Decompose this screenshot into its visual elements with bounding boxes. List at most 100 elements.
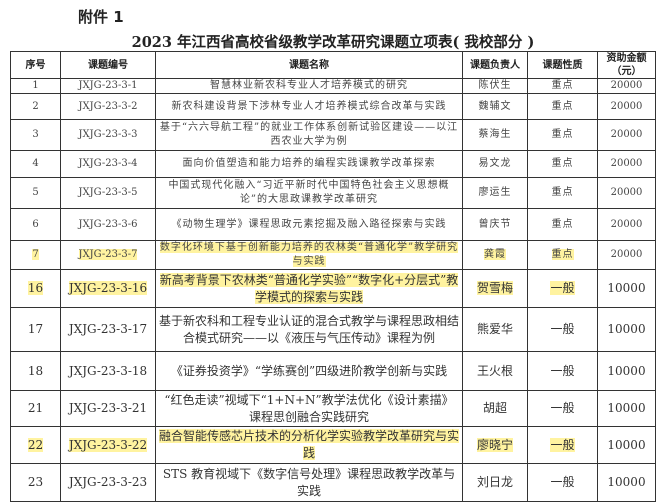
row-amount: 20000 xyxy=(597,119,656,151)
row-type-text: 重点 xyxy=(551,249,574,260)
row-name-text: “红色走读”视域下“1+N+N”教学法优化《设计素描》课程思创融合实践研究 xyxy=(164,392,454,424)
row-no-text: 5 xyxy=(32,187,39,198)
row-no-text: 3 xyxy=(32,129,39,140)
row-type: 一般 xyxy=(527,351,598,391)
row-leader-text: 魏辅文 xyxy=(478,100,512,112)
row-name: STS 教育视域下《数字信号处理》课程思政教学改革与实践 xyxy=(155,463,463,502)
row-code: JXJG-23-3-21 xyxy=(60,390,156,427)
row-code: JXJG-23-3-16 xyxy=(60,269,156,308)
row-amount-text: 20000 xyxy=(610,249,643,260)
row-leader: 熊爱华 xyxy=(462,307,528,352)
table-row: 6 JXJG-23-3-6 《动物生理学》课程思政元素挖掘及融入路径探索与实践 曾庆节… xyxy=(10,208,656,241)
row-amount: 10000 xyxy=(597,307,656,352)
row-name: 面向价值塑造和能力培养的编程实践课教学改革探索 xyxy=(155,150,463,178)
row-no: 4 xyxy=(10,150,61,178)
row-name-text: 数字化环境下基于创新能力培养的农林类“普通化学”教学研究与实践 xyxy=(159,242,459,267)
table-row: 17 JXJG-23-3-17 基于新农科和工程专业认证的混合式教学与课程思政相结合… xyxy=(10,307,656,352)
row-code: JXJG-23-3-7 xyxy=(60,240,156,270)
row-no: 1 xyxy=(10,78,61,94)
row-amount-text: 10000 xyxy=(607,281,646,296)
row-type-text: 一般 xyxy=(550,322,575,337)
row-code-text: JXJG-23-3-1 xyxy=(78,80,138,91)
row-no-text: 7 xyxy=(32,249,39,260)
project-table: 序号 课题编号 课题名称 课题负责人 课题性质 资助金额（元） 1 JXJG-23… xyxy=(10,51,656,502)
row-no-text: 21 xyxy=(27,401,44,416)
row-no-text: 18 xyxy=(27,363,44,378)
row-no: 21 xyxy=(10,390,61,427)
table-row: 16 JXJG-23-3-16 新高考背景下农林类“普通化学实验”“数字化+分层式”… xyxy=(10,269,656,308)
row-code-text: JXJG-23-3-22 xyxy=(68,437,148,452)
table-row: 22 JXJG-23-3-22 融合智能传感芯片技术的分析化学实验教学改革研究与实践… xyxy=(10,426,656,464)
row-leader: 廖晓宁 xyxy=(462,426,528,464)
row-no: 6 xyxy=(10,208,61,241)
row-amount-text: 10000 xyxy=(607,363,646,378)
row-no: 7 xyxy=(10,240,61,270)
row-leader-text: 廖运生 xyxy=(478,187,512,198)
row-type: 一般 xyxy=(527,463,598,502)
row-leader: 刘日龙 xyxy=(462,463,528,502)
row-leader: 魏辅文 xyxy=(462,93,528,120)
row-name-text: 中国式现代化融入“习近平新时代中国特色社会主义思想概论”的大思政课教学改革研究 xyxy=(168,180,450,205)
row-leader-text: 熊爱华 xyxy=(476,322,513,337)
row-no: 3 xyxy=(10,119,61,151)
row-type: 重点 xyxy=(527,240,598,270)
table-row: 2 JXJG-23-3-2 新农科建设背景下涉林专业人才培养模式综合改革与实践 魏辅文… xyxy=(10,93,656,120)
row-code-text: JXJG-23-3-16 xyxy=(68,281,148,296)
row-code-text: JXJG-23-3-2 xyxy=(78,100,138,112)
row-leader: 廖运生 xyxy=(462,177,528,209)
row-leader-text: 易文龙 xyxy=(478,158,512,169)
header-amount: 资助金额（元） xyxy=(597,51,656,79)
row-name: “红色走读”视域下“1+N+N”教学法优化《设计素描》课程思创融合实践研究 xyxy=(155,390,463,427)
row-name-text: 智慧林业新农科专业人才培养模式的研究 xyxy=(210,80,408,91)
row-name-text: 新高考背景下农林类“普通化学实验”“数字化+分层式”教学模式的探索与实践 xyxy=(159,272,459,304)
row-amount: 20000 xyxy=(597,240,656,270)
row-code-text: JXJG-23-3-23 xyxy=(68,475,148,490)
row-type: 重点 xyxy=(527,93,598,120)
row-code: JXJG-23-3-3 xyxy=(60,119,156,151)
table-row: 18 JXJG-23-3-18 《证券投资学》“学练赛创”四级进阶教学创新与实践 王火… xyxy=(10,351,656,391)
row-leader: 王火根 xyxy=(462,351,528,391)
row-type: 一般 xyxy=(527,269,598,308)
row-no-text: 22 xyxy=(27,437,44,452)
row-leader: 龚霞 xyxy=(462,240,528,270)
row-code: JXJG-23-3-17 xyxy=(60,307,156,352)
row-name-text: 基于新农科和工程专业认证的混合式教学与课程思政相结合模式研究——以《液压与气压传… xyxy=(159,313,460,345)
row-type: 重点 xyxy=(527,150,598,178)
row-code-text: JXJG-23-3-5 xyxy=(78,187,138,198)
row-amount-text: 20000 xyxy=(610,218,643,230)
row-type: 一般 xyxy=(527,426,598,464)
attachment-label: 附件 1 xyxy=(78,8,124,26)
row-type: 重点 xyxy=(527,177,598,209)
row-amount: 10000 xyxy=(597,390,656,427)
row-leader: 蔡海生 xyxy=(462,119,528,151)
header-leader: 课题负责人 xyxy=(462,51,528,79)
row-type-text: 一般 xyxy=(550,437,575,452)
row-name: 《动物生理学》课程思政元素挖掘及融入路径探索与实践 xyxy=(155,208,463,241)
row-leader: 胡超 xyxy=(462,390,528,427)
row-leader-text: 廖晓宁 xyxy=(476,437,513,452)
table-row: 3 JXJG-23-3-3 基于“六六导航工程”的就业工作体系创新试验区建设——以江… xyxy=(10,119,656,151)
row-no: 17 xyxy=(10,307,61,352)
row-type: 一般 xyxy=(527,307,598,352)
row-no: 5 xyxy=(10,177,61,209)
row-type-text: 一般 xyxy=(550,363,575,378)
row-name-text: 基于“六六导航工程”的就业工作体系创新试验区建设——以江西农业大学为例 xyxy=(159,122,459,147)
row-amount: 10000 xyxy=(597,351,656,391)
row-type-text: 重点 xyxy=(551,218,574,230)
header-code: 课题编号 xyxy=(60,51,156,79)
row-name: 融合智能传感芯片技术的分析化学实验教学改革研究与实践 xyxy=(155,426,463,464)
table-row: 1 JXJG-23-3-1 智慧林业新农科专业人才培养模式的研究 陈伏生 重点 20000 xyxy=(10,78,656,94)
table-row: 21 JXJG-23-3-21 “红色走读”视域下“1+N+N”教学法优化《设计素描… xyxy=(10,390,656,427)
row-code: JXJG-23-3-23 xyxy=(60,463,156,502)
row-type-text: 重点 xyxy=(551,100,574,112)
row-amount: 20000 xyxy=(597,93,656,120)
row-name-text: 面向价值塑造和能力培养的编程实践课教学改革探索 xyxy=(182,158,436,169)
row-type: 一般 xyxy=(527,390,598,427)
row-amount-text: 20000 xyxy=(610,80,643,91)
row-type-text: 重点 xyxy=(551,187,574,198)
row-amount-text: 10000 xyxy=(607,437,646,452)
row-type-text: 一般 xyxy=(550,281,575,296)
row-leader-text: 陈伏生 xyxy=(478,80,512,91)
row-name: 基于“六六导航工程”的就业工作体系创新试验区建设——以江西农业大学为例 xyxy=(155,119,463,151)
row-leader: 易文龙 xyxy=(462,150,528,178)
